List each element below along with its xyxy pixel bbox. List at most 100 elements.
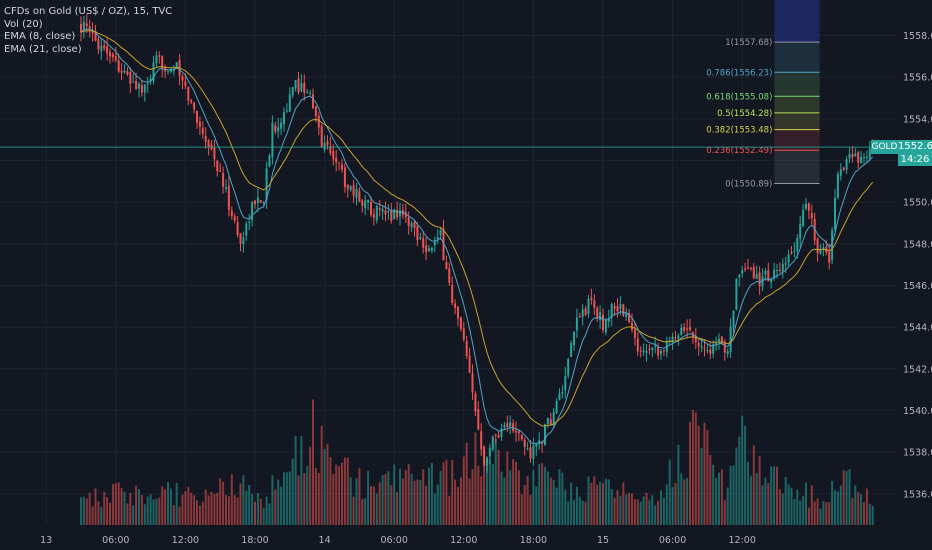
axes: 1536.00 1538.00 1540.00 1542.00 1544.00 1546.… (40, 31, 932, 546)
volume-bar (349, 477, 352, 525)
volume-bar (314, 467, 317, 525)
volume-bar (149, 494, 152, 525)
fib-level-label: 0.618(1555.08) (706, 92, 772, 102)
candle-down (135, 81, 138, 90)
ema-lines (0, 28, 898, 444)
volume-bar (839, 485, 842, 525)
legend-ema21[interactable]: EMA (21, close) (4, 43, 82, 55)
candle-up (283, 112, 285, 125)
volume-bar (744, 425, 747, 525)
candle-up (535, 442, 538, 447)
legend-title[interactable]: CFDs on Gold (US$ / OZ), 15, TVC (4, 6, 173, 17)
candle-up (845, 159, 848, 170)
chart-legend[interactable]: CFDs on Gold (US$ / OZ), 15, TVC Vol (20… (4, 6, 172, 56)
candle-up (773, 269, 776, 279)
candle-up (680, 327, 683, 336)
volume-bar (831, 481, 834, 525)
fibonacci-retracement[interactable]: 1(1557.68) 0.786(1556.23) 0.618(1555.08) 0.… (706, 0, 820, 190)
candle-up (654, 345, 657, 347)
candle-up (755, 274, 758, 279)
volume-bar (271, 475, 274, 525)
volume-bar (593, 476, 596, 525)
x-tick-label: 06:00 (381, 535, 408, 546)
volume-bar (233, 495, 236, 525)
candle-down (85, 23, 88, 27)
candle-down (616, 306, 619, 312)
candle-up (645, 351, 648, 353)
volume-bar (364, 498, 367, 525)
candle-down (657, 347, 660, 356)
candle-up (419, 237, 422, 239)
volume-bar (164, 489, 167, 525)
volume-bar (807, 507, 810, 525)
volume-bar (735, 447, 738, 525)
candle-down (497, 435, 500, 438)
volume-bar (225, 495, 227, 525)
candle-down (404, 212, 407, 217)
legend-ema8[interactable]: EMA (8, close) (4, 31, 76, 42)
volume-bar (457, 486, 459, 525)
candle-up (796, 237, 799, 251)
candle-down (97, 38, 100, 50)
volume-bar (718, 472, 720, 525)
legend-volume[interactable]: Vol (20) (4, 18, 43, 30)
volume-bar (428, 467, 430, 525)
volume-bar (854, 485, 857, 525)
candle-up (625, 313, 628, 318)
volume-bar (703, 422, 706, 525)
candle-down (442, 228, 445, 261)
candlesticks (80, 14, 874, 473)
volume-bar (393, 464, 396, 525)
candle-up (573, 331, 575, 346)
volume-bar (764, 477, 767, 525)
volume-bar (419, 479, 422, 525)
candle-down (851, 153, 854, 158)
fib-zone (774, 129, 820, 151)
candle-up (367, 200, 370, 203)
fib-zone (774, 150, 820, 184)
candle-up (729, 326, 732, 352)
candle-down (204, 135, 207, 142)
candle-down (515, 430, 517, 433)
volume-bar (297, 475, 300, 525)
volume-bar (396, 492, 399, 525)
volume-bar (651, 495, 654, 525)
volume-bar (201, 501, 204, 525)
volume-bar (515, 461, 517, 525)
candle-down (196, 111, 198, 123)
volume-bar (198, 505, 201, 525)
candle-down (88, 26, 91, 30)
volume-bar (358, 468, 361, 525)
volume-bar (251, 493, 254, 525)
volume-bar (619, 496, 622, 525)
volume-bar (407, 464, 410, 525)
candle-down (749, 268, 752, 270)
candle-down (384, 210, 387, 215)
candle-up (488, 447, 491, 457)
candle-down (338, 162, 341, 164)
candle-up (776, 269, 778, 271)
candle-down (483, 446, 486, 466)
candle-up (552, 412, 555, 426)
candle-down (222, 173, 225, 187)
x-tick-label: 06:00 (659, 535, 686, 546)
volume-bar (558, 469, 561, 525)
candle-down (190, 100, 193, 103)
candle-up (526, 448, 529, 450)
candle-down (596, 307, 599, 319)
x-tick-label: 06:00 (102, 535, 129, 546)
candle-down (230, 210, 233, 217)
volume-bar (82, 496, 85, 525)
volume-bar (291, 458, 294, 525)
volume-bar (642, 496, 645, 525)
candle-up (599, 312, 602, 321)
candle-up (393, 209, 396, 220)
candle-up (558, 393, 561, 400)
volume-bar (184, 491, 187, 525)
candle-down (628, 312, 631, 323)
candle-down (332, 151, 335, 160)
volume-bar (825, 502, 828, 525)
candle-down (114, 56, 117, 61)
volume-bar (167, 482, 169, 525)
